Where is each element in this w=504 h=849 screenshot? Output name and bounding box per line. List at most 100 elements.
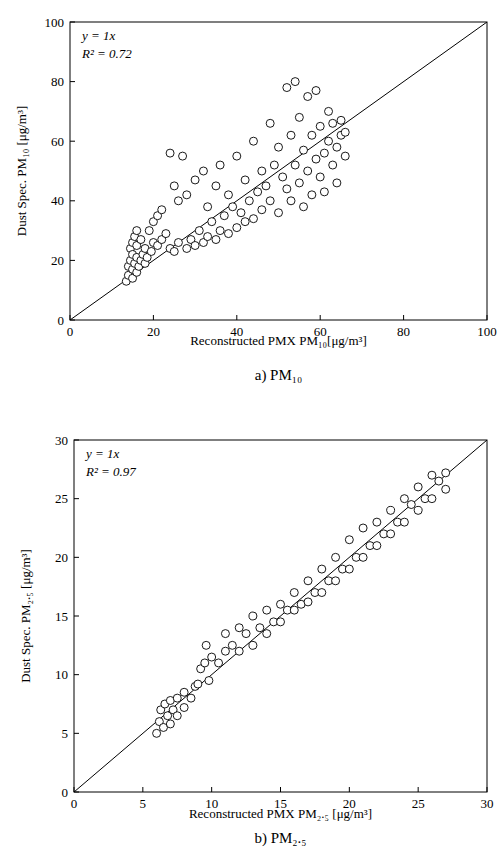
scatter-point	[215, 659, 223, 667]
scatter-point	[442, 469, 450, 477]
scatter-point	[194, 680, 202, 688]
scatter-point	[224, 230, 232, 238]
scatter-point	[162, 230, 170, 238]
scatter-point	[304, 598, 312, 606]
x-axis-label: Reconstructed PMX PM₂.₅ [μg/m³]	[189, 806, 372, 821]
y-tick-label: 20	[55, 550, 68, 565]
scatter-point	[332, 577, 340, 585]
scatter-point	[191, 176, 199, 184]
scatter-point	[249, 137, 257, 145]
scatter-point	[295, 179, 303, 187]
scatter-point	[173, 712, 181, 720]
scatter-point	[254, 188, 262, 196]
scatter-point	[183, 244, 191, 252]
scatter-point	[277, 600, 285, 608]
x-tick-label: 0	[67, 324, 74, 339]
scatter-point	[166, 149, 174, 157]
x-tick	[142, 787, 143, 792]
y-tick-label: 10	[55, 667, 68, 682]
scatter-point	[295, 113, 303, 121]
scatter-point	[180, 688, 188, 696]
scatter-point	[400, 518, 408, 526]
x-tick	[403, 315, 404, 320]
x-tick-label: 80	[397, 324, 410, 339]
x-tick	[211, 787, 212, 792]
scatter-point	[320, 149, 328, 157]
scatter-point	[220, 212, 228, 220]
scatter-point	[170, 182, 178, 190]
y-tick-label: 40	[51, 193, 64, 208]
scatter-point	[249, 641, 257, 649]
scatter-point	[229, 203, 237, 211]
scatter-point	[263, 630, 271, 638]
plot-data	[74, 440, 487, 792]
scatter-point	[345, 536, 353, 544]
scatter-point	[341, 152, 349, 160]
scatter-point	[237, 209, 245, 217]
scatter-point	[279, 173, 287, 181]
x-tick	[418, 787, 419, 792]
scatter-point	[263, 606, 271, 614]
y-tick	[70, 81, 75, 82]
scatter-point	[191, 242, 199, 250]
scatter-point	[216, 227, 224, 235]
scatter-point	[187, 694, 195, 702]
scatter-point	[290, 589, 298, 597]
caption: b) PM₂.₅	[254, 830, 306, 847]
y-tick-label: 0	[58, 313, 65, 328]
scatter-point	[287, 131, 295, 139]
y-tick-label: 100	[45, 15, 65, 30]
scatter-point	[287, 197, 295, 205]
y-tick	[74, 616, 79, 617]
y-axis-label: Dust Spec. PM₂.₅ [μg/m³]	[18, 549, 33, 683]
scatter-point	[204, 203, 212, 211]
scatter-point	[312, 155, 320, 163]
scatter-point	[174, 197, 182, 205]
scatter-point	[208, 653, 216, 661]
chart-0: 020406080100020406080100y = 1xR² = 0.72R…	[14, 15, 497, 385]
scatter-point	[241, 218, 249, 226]
scatter-point	[224, 191, 232, 199]
scatter-point	[325, 137, 333, 145]
scatter-point	[373, 518, 381, 526]
scatter-point	[266, 119, 274, 127]
scatter-point	[201, 659, 209, 667]
scatter-point	[345, 565, 353, 573]
annotation: R² = 0.97	[85, 464, 136, 479]
scatter-point	[270, 161, 278, 169]
scatter-point	[266, 197, 274, 205]
x-tick-label: 30	[481, 796, 494, 811]
scatter-point	[428, 471, 436, 479]
x-axis-label: Reconstructed PMX PM₁₀[μg/m³]	[190, 333, 367, 348]
y-tick-label: 5	[62, 726, 69, 741]
scatter-point	[202, 641, 210, 649]
scatter-point	[170, 247, 178, 255]
y-tick-label: 20	[51, 253, 64, 268]
scatter-point	[300, 203, 308, 211]
x-tick	[153, 315, 154, 320]
scatter-point	[235, 647, 243, 655]
scatter-point	[428, 495, 436, 503]
x-tick-label: 5	[140, 796, 147, 811]
scatter-point	[173, 694, 181, 702]
scatter-point	[242, 630, 250, 638]
y-tick-label: 0	[62, 785, 69, 800]
scatter-point	[137, 236, 145, 244]
plot-data	[70, 22, 487, 320]
scatter-point	[233, 224, 241, 232]
scatter-point	[318, 589, 326, 597]
scatter-point	[275, 209, 283, 217]
scatter-point	[308, 131, 316, 139]
y-tick	[74, 674, 79, 675]
scatter-point	[304, 577, 312, 585]
scatter-point	[318, 565, 326, 573]
scatter-point	[174, 239, 182, 247]
figure: 020406080100020406080100y = 1xR² = 0.72R…	[0, 0, 504, 849]
y-tick-label: 60	[51, 134, 64, 149]
annotation: R² = 0.72	[81, 46, 132, 61]
scatter-point	[359, 553, 367, 561]
scatter-point	[275, 143, 283, 151]
scatter-point	[359, 524, 367, 532]
scatter-point	[291, 78, 299, 86]
plot-frame	[70, 22, 487, 320]
